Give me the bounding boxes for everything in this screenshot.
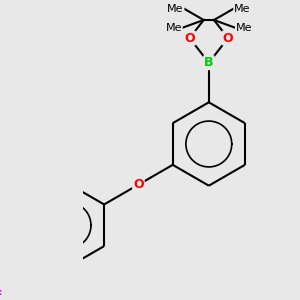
Text: O: O — [133, 178, 144, 191]
Text: Me: Me — [166, 23, 182, 33]
Text: Me: Me — [234, 4, 250, 14]
Text: B: B — [204, 56, 214, 69]
Text: Me: Me — [167, 4, 184, 14]
Text: F: F — [0, 290, 2, 300]
Text: Me: Me — [236, 23, 252, 33]
Text: O: O — [223, 32, 233, 45]
Text: O: O — [184, 32, 195, 45]
